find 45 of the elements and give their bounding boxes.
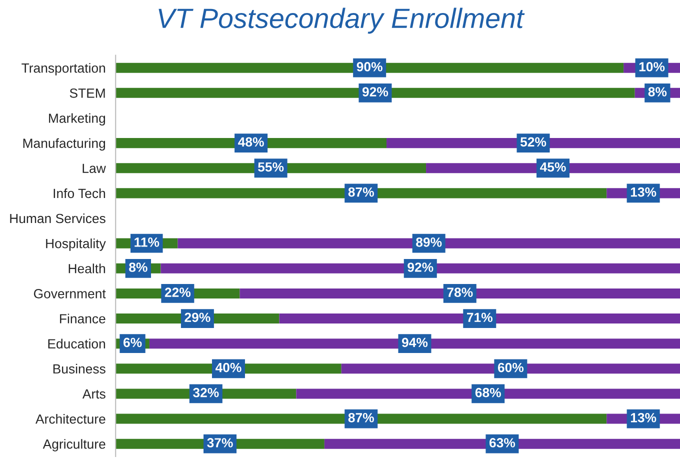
data-label: 52% [520, 137, 546, 147]
data-label: 8% [129, 262, 148, 272]
y-tick-label: Architecture [36, 414, 106, 424]
data-label: 78% [447, 288, 473, 297]
y-tick-label: Education [48, 338, 106, 348]
data-label: 92% [362, 87, 388, 96]
data-label: 87% [348, 187, 374, 197]
data-label: 92% [408, 262, 434, 272]
y-tick-label: Transportation [22, 63, 106, 76]
data-label: 6% [123, 338, 142, 348]
y-tick-label: Human Services [10, 213, 106, 224]
y-tick-label: Manufacturing [23, 138, 106, 151]
y-tick-label: Hospitality [46, 238, 106, 251]
data-label: 45% [540, 162, 566, 172]
data-label: 89% [416, 238, 442, 247]
y-tick-label: Business [53, 364, 106, 374]
data-label: 94% [402, 338, 428, 348]
data-label: 37% [207, 438, 233, 448]
data-label: 13% [630, 412, 656, 422]
data-label: 48% [238, 137, 264, 147]
data-label: 55% [258, 162, 284, 172]
data-label: 10% [639, 62, 665, 72]
data-label: 13% [630, 187, 656, 197]
data-label: 90% [356, 62, 382, 72]
data-label: 40% [215, 362, 242, 372]
data-label: 32% [193, 388, 219, 398]
y-tick-label: Finance [60, 314, 106, 324]
y-tick-label: Arts [82, 389, 106, 399]
y-tick-label: Health [68, 264, 106, 274]
data-label: 71% [467, 312, 492, 322]
y-tick-label: Marketing [49, 113, 106, 126]
data-label: 22% [164, 288, 191, 297]
y-tick-label: Law [82, 164, 106, 174]
y-tick-label: STEM [70, 88, 105, 98]
y-tick-label: Agriculture [42, 439, 106, 452]
data-label: 63% [489, 438, 516, 448]
data-label: 8% [648, 87, 667, 96]
data-label: 11% [134, 238, 160, 247]
data-label: 60% [498, 362, 524, 372]
data-label: 68% [475, 388, 501, 398]
y-tick-label: Government [34, 289, 106, 298]
y-tick-label: Info Tech [54, 188, 106, 198]
data-label: 29% [184, 312, 210, 322]
chart-title: VT Postsecondary Enrollment [158, 8, 525, 34]
data-label: 87% [348, 412, 374, 422]
